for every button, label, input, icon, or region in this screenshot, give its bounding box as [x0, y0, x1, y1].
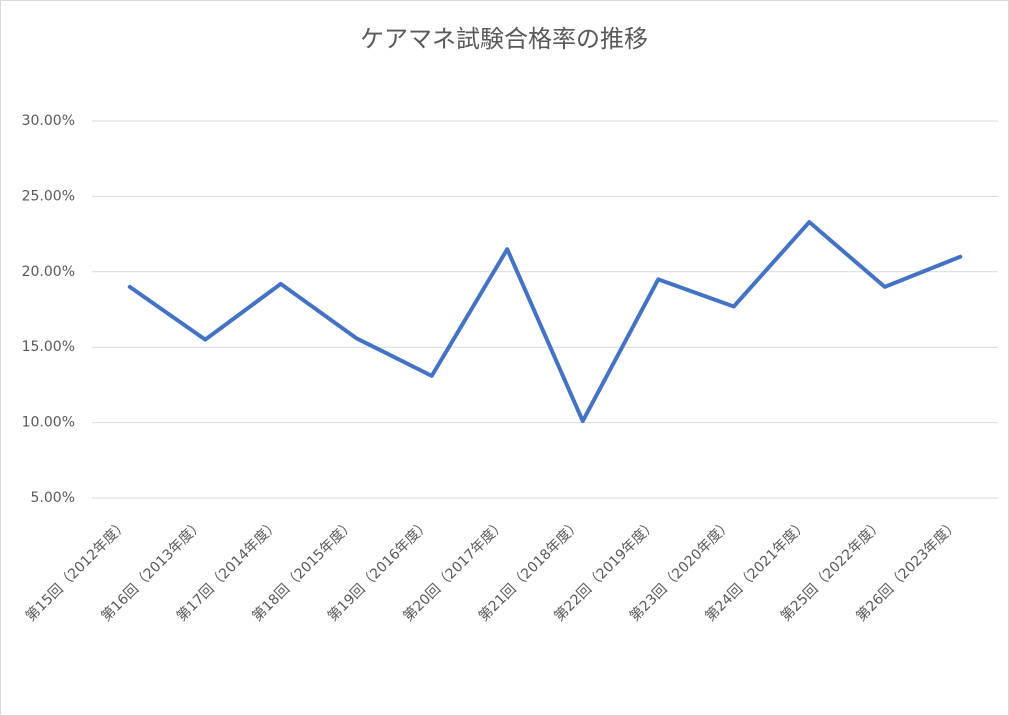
y-tick-label: 30.00% — [22, 113, 75, 129]
y-tick-label: 10.00% — [22, 415, 75, 431]
y-tick-label: 25.00% — [22, 188, 75, 204]
y-tick-label: 20.00% — [22, 264, 75, 280]
chart-title: ケアマネ試験合格率の推移 — [360, 25, 648, 53]
y-tick-label: 15.00% — [22, 339, 75, 355]
y-tick-label: 5.00% — [31, 490, 75, 506]
data-line — [127, 220, 963, 424]
